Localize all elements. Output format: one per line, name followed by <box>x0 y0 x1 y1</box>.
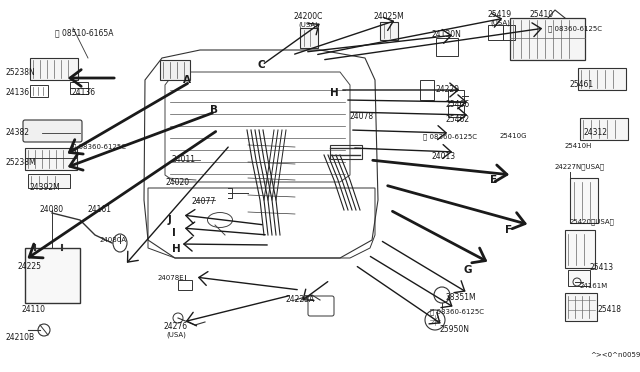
Text: 24130N: 24130N <box>432 30 462 39</box>
Text: C: C <box>258 60 266 70</box>
Text: (USA): (USA) <box>490 20 510 26</box>
Text: 25461: 25461 <box>570 80 594 89</box>
Bar <box>30 85 48 97</box>
Text: 24382: 24382 <box>5 128 29 137</box>
Text: 24025M: 24025M <box>373 12 404 21</box>
Text: 25420〈USA〉: 25420〈USA〉 <box>570 218 615 225</box>
Text: 25238N: 25238N <box>5 68 35 77</box>
Text: 28351M: 28351M <box>446 293 477 302</box>
Text: 25462: 25462 <box>445 115 469 124</box>
Text: 24210B: 24210B <box>5 333 34 342</box>
Text: J: J <box>168 215 172 225</box>
Bar <box>510 18 585 60</box>
Text: (USA): (USA) <box>298 22 318 29</box>
Text: 25410G: 25410G <box>500 133 527 139</box>
Bar <box>436 38 458 56</box>
Text: G: G <box>463 265 472 275</box>
Text: 25410H: 25410H <box>565 143 593 149</box>
Text: H: H <box>330 88 339 98</box>
Text: 24078: 24078 <box>350 112 374 121</box>
Bar <box>70 82 88 94</box>
Text: E: E <box>490 175 497 185</box>
Text: 24110: 24110 <box>22 305 46 314</box>
Text: Ⓢ 08360-6125C: Ⓢ 08360-6125C <box>423 133 477 140</box>
Text: 25238M: 25238M <box>5 158 36 167</box>
Text: 25466: 25466 <box>445 100 469 109</box>
Text: 24392M: 24392M <box>30 183 61 192</box>
Text: 24225: 24225 <box>18 262 42 271</box>
Bar <box>448 90 464 102</box>
Text: I: I <box>172 228 176 238</box>
Bar <box>488 25 503 40</box>
Bar <box>568 270 590 286</box>
Bar <box>25 148 77 170</box>
Text: F: F <box>505 225 512 235</box>
Text: 24080: 24080 <box>40 205 64 214</box>
Text: 24136: 24136 <box>5 88 29 97</box>
Text: 24227N〈USA〉: 24227N〈USA〉 <box>555 163 605 170</box>
Bar <box>25 248 80 303</box>
Text: ^><0^n0059: ^><0^n0059 <box>590 352 640 358</box>
Text: 24161M: 24161M <box>580 283 608 289</box>
Bar <box>300 28 318 48</box>
Bar <box>30 58 78 80</box>
Text: Ⓢ 08360-6125C: Ⓢ 08360-6125C <box>548 25 602 32</box>
Text: 24276: 24276 <box>163 322 187 331</box>
Bar <box>580 118 628 140</box>
Bar <box>28 174 70 188</box>
Text: Ⓢ 08360-6125C: Ⓢ 08360-6125C <box>72 143 126 150</box>
Text: 24011: 24011 <box>172 155 196 164</box>
Bar <box>565 230 595 268</box>
Bar <box>565 293 597 321</box>
Bar <box>380 22 398 40</box>
Text: 24161: 24161 <box>87 205 111 214</box>
Bar <box>503 25 515 40</box>
Text: 25950N: 25950N <box>440 325 470 334</box>
Bar <box>570 178 598 223</box>
Text: 24229: 24229 <box>436 85 460 94</box>
Text: A: A <box>183 75 191 85</box>
Text: 24136: 24136 <box>72 88 96 97</box>
Bar <box>330 145 362 159</box>
Bar <box>578 68 626 90</box>
Bar <box>420 80 434 100</box>
Text: Ⓢ 08360-6125C: Ⓢ 08360-6125C <box>430 308 484 315</box>
Text: 24077: 24077 <box>192 197 216 206</box>
Text: 24080A: 24080A <box>100 237 127 243</box>
Text: 24312: 24312 <box>583 128 607 137</box>
Text: 24223A: 24223A <box>285 295 314 304</box>
Text: B: B <box>210 105 218 115</box>
Text: H: H <box>172 244 180 254</box>
Text: Ⓢ 08510-6165A: Ⓢ 08510-6165A <box>55 28 113 37</box>
Text: 24200C: 24200C <box>293 12 323 21</box>
Text: 24013: 24013 <box>432 152 456 161</box>
Text: 24020: 24020 <box>166 178 190 187</box>
Text: 25413: 25413 <box>590 263 614 272</box>
Bar <box>448 105 464 117</box>
FancyBboxPatch shape <box>23 120 82 142</box>
Text: (USA): (USA) <box>166 332 186 339</box>
Text: 25410: 25410 <box>530 10 554 19</box>
Text: 24078E: 24078E <box>158 275 184 281</box>
Bar <box>178 280 192 290</box>
Text: 25418: 25418 <box>597 305 621 314</box>
Text: 25419: 25419 <box>488 10 512 19</box>
Bar <box>160 60 190 80</box>
